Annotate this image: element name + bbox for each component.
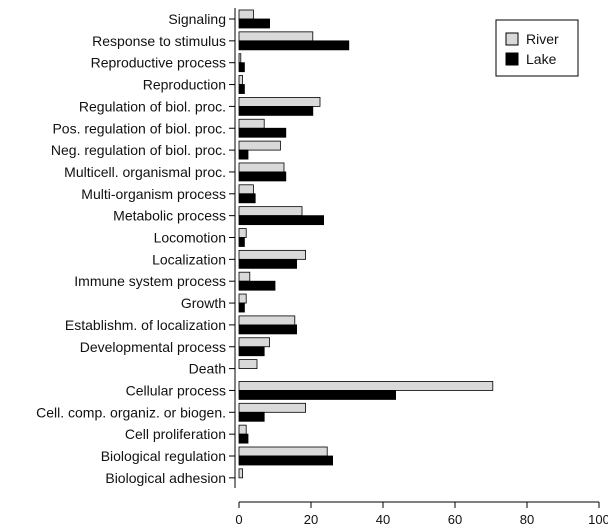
bar-river [238,75,243,85]
category-label: Multi-organism process [81,186,226,202]
bar-lake [238,237,245,247]
category-label: Localization [152,251,226,267]
category-labels: Signaling Response to stimulus Reproductiv… [36,11,235,486]
bar-lake [238,390,397,400]
category-label: Biological regulation [101,448,226,464]
bar-river [238,424,247,435]
category-label: Reproduction [143,77,226,93]
category-label: Growth [181,295,226,311]
bar-lake [238,40,350,51]
category-label: Death [189,361,226,377]
legend: River Lake [495,19,579,77]
bar-river [238,118,265,129]
x-tick-label: 20 [304,512,318,527]
category-label: Reproductive process [91,55,226,71]
category-label: Biological adhesion [105,470,226,486]
bar-river [238,162,285,173]
bar-river [238,271,251,282]
bar-river [238,140,281,151]
bar-river [238,228,247,238]
x-tick-label: 40 [376,512,390,527]
bar-lake [238,324,297,335]
bar-river [238,293,247,304]
x-tick-label: 100 [588,512,608,527]
bar-river [238,249,306,260]
category-label: Cell. comp. organiz. or biogen. [36,404,226,420]
bar-lake [238,149,249,160]
category-label: Neg. regulation of biol. proc. [51,142,226,158]
bar-lake [238,433,249,444]
category-label: Establishm. of localization [65,317,226,333]
legend-label-lake: Lake [526,51,557,67]
category-label: Locomotion [154,230,226,246]
bar-lake [238,346,265,357]
category-label: Immune system process [74,273,226,289]
bar-river [238,184,254,195]
category-label: Cellular process [126,382,226,398]
bar-lake [238,193,256,204]
x-ticks: 0 20 40 60 80 100 [235,502,608,527]
category-label: Response to stimulus [92,33,226,49]
bar-lake [238,62,245,73]
bar-lake [238,18,271,29]
bar-river [238,97,321,107]
bar-river [238,206,303,217]
bar-lake [238,411,265,422]
bar-river [238,337,271,348]
bar-lake [238,106,314,116]
x-tick-label: 80 [520,512,534,527]
bar-lake [238,455,333,466]
bar-river [238,468,243,479]
bar-river [238,402,306,413]
category-label: Cell proliferation [125,426,226,442]
bar-lake [238,215,324,226]
bar-lake [238,302,245,313]
x-tick-label: 60 [448,512,462,527]
category-label: Developmental process [80,339,226,355]
category-label: Regulation of biol. proc. [79,98,226,114]
bar-river [238,381,494,391]
x-tick-label: 0 [235,512,242,527]
category-label: Pos. regulation of biol. proc. [52,120,226,136]
bar-river [238,315,296,326]
bar-river [238,446,328,457]
bar-river [238,9,254,20]
category-label: Multicell. organismal proc. [64,164,226,180]
bar-lake [238,280,276,291]
bar-river [238,359,258,370]
bars [238,9,494,479]
bar-lake [238,84,245,94]
legend-swatch-river [505,32,519,46]
legend-swatch-lake [505,52,519,66]
bar-river [238,31,314,42]
bar-lake [238,171,287,182]
legend-box [495,19,579,77]
axes [234,8,599,503]
bar-lake [238,258,297,269]
legend-label-river: River [526,31,559,47]
category-label: Signaling [168,11,226,27]
category-label: Metabolic process [113,208,226,224]
bar-river [238,53,242,64]
bar-lake [238,127,287,138]
